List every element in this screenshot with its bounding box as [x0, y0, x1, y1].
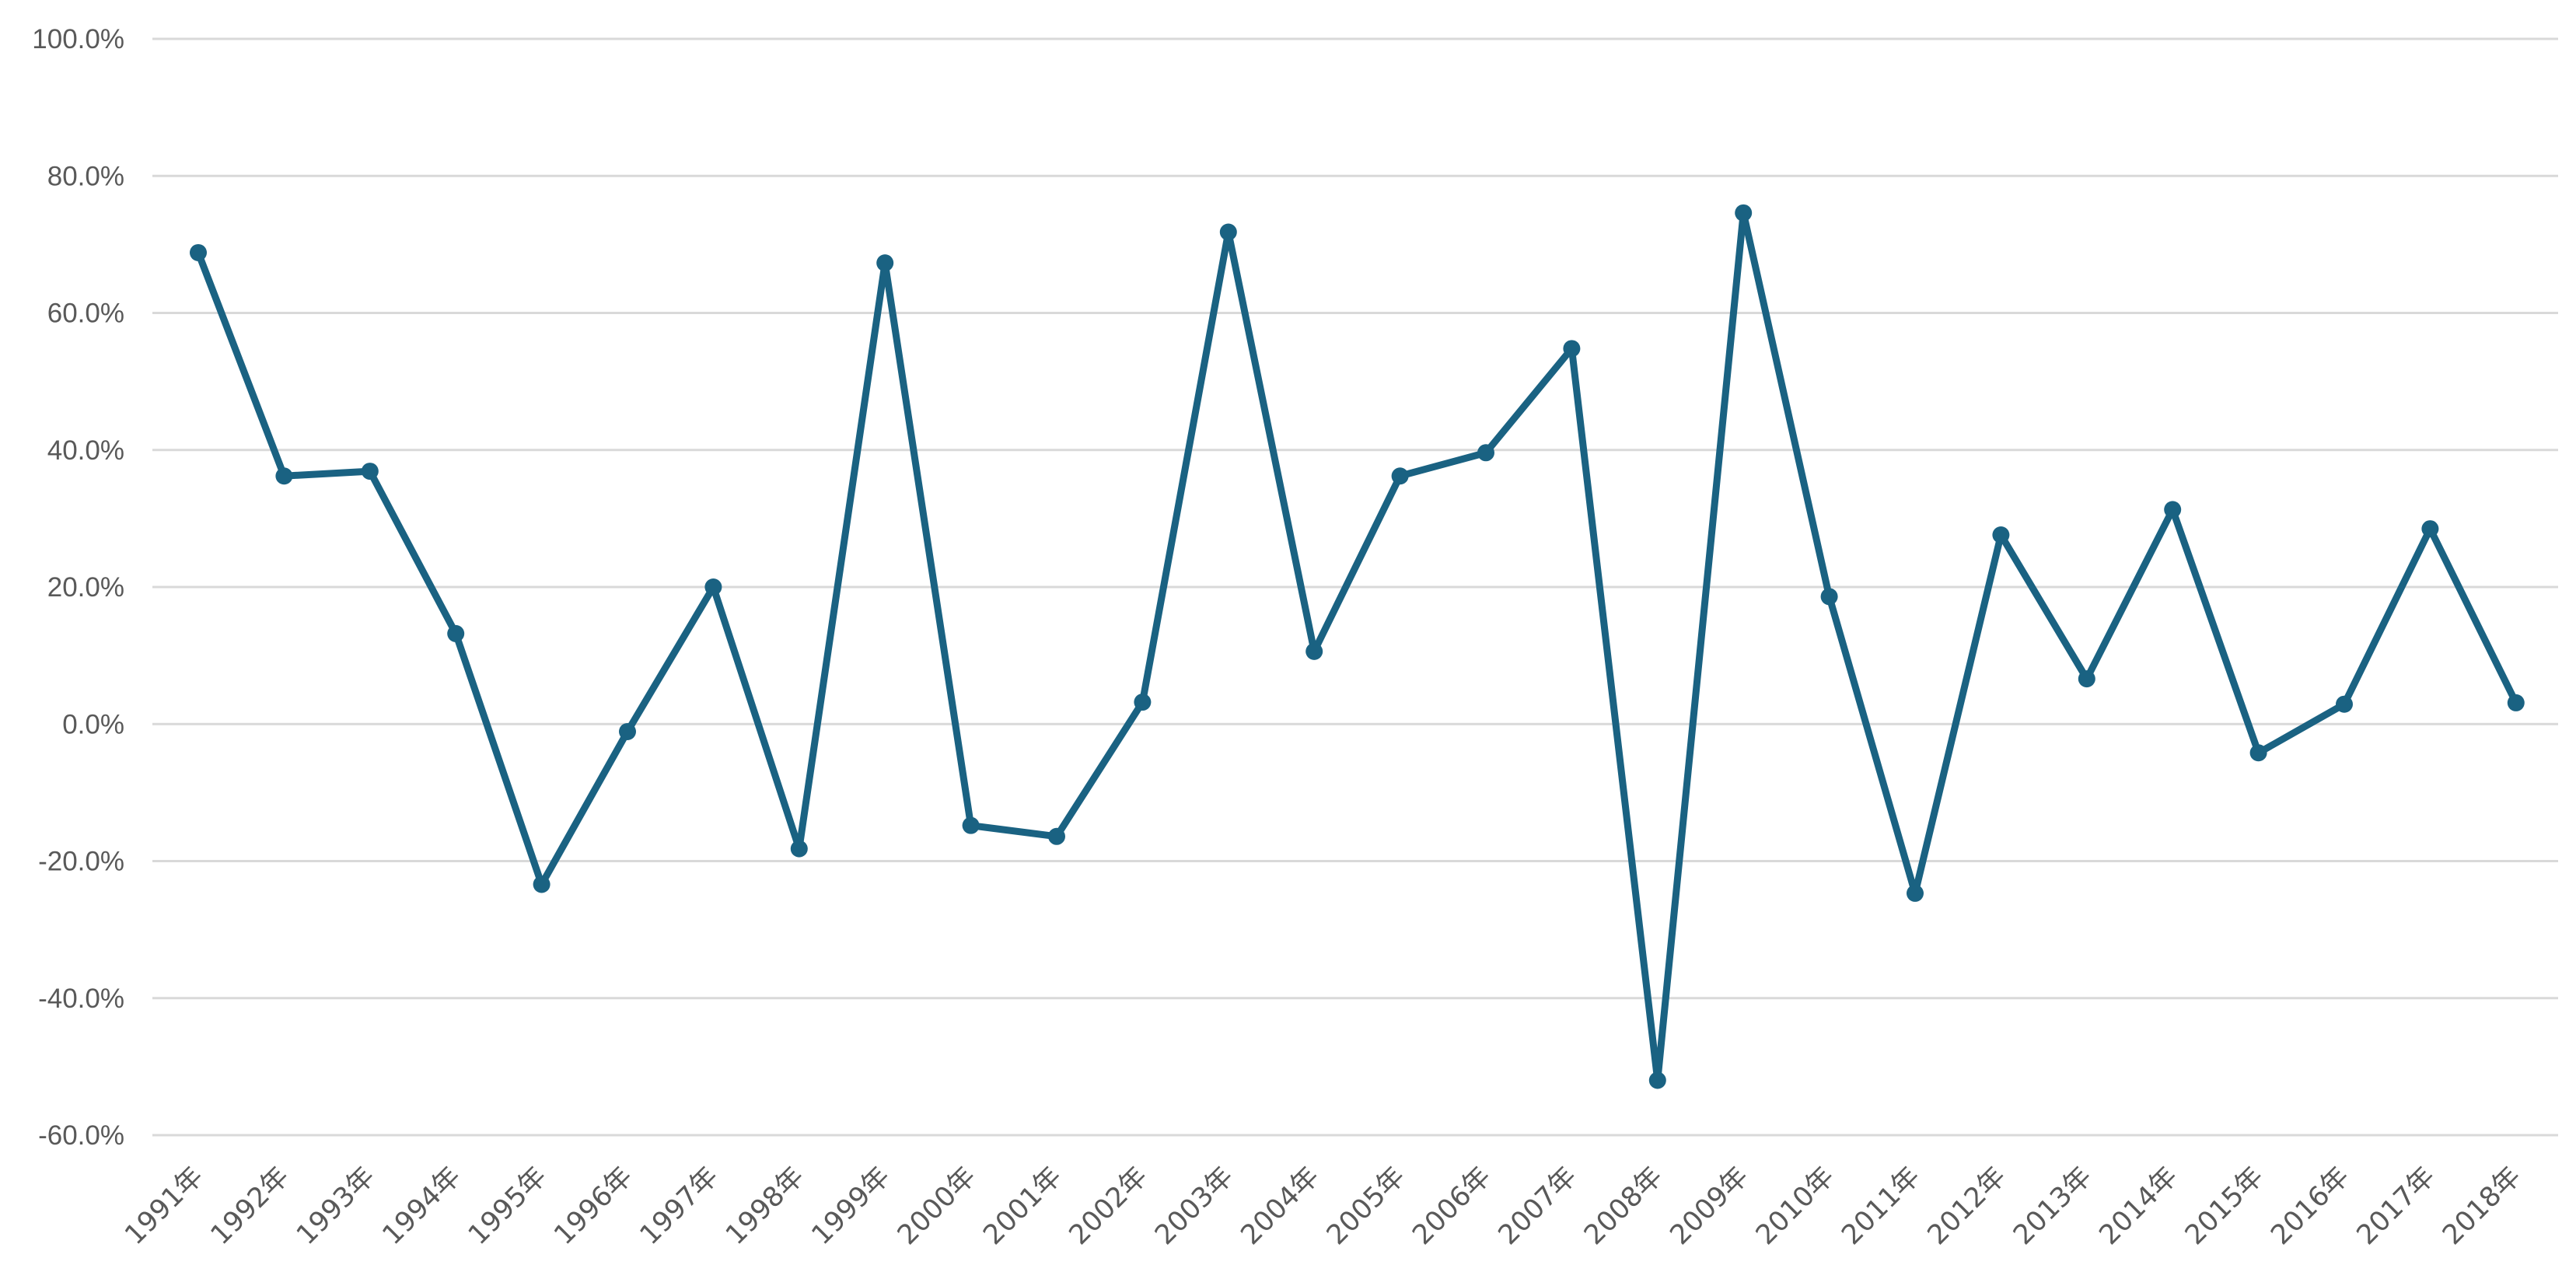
x-tick-label: 2013年	[2008, 1161, 2098, 1251]
data-point	[876, 254, 894, 272]
data-point	[1648, 1071, 1666, 1089]
data-point	[2164, 501, 2182, 519]
y-tick-label: 80.0%	[47, 161, 124, 191]
data-point	[2078, 670, 2095, 688]
data-point	[190, 243, 207, 261]
data-point	[2507, 694, 2525, 711]
y-tick-label: 20.0%	[47, 572, 124, 603]
x-tick-label: 1995年	[463, 1161, 553, 1251]
data-point	[704, 578, 722, 596]
data-point	[533, 875, 551, 893]
data-point	[2336, 695, 2353, 713]
y-tick-label: 0.0%	[62, 709, 124, 739]
x-tick-label: 1994年	[377, 1161, 467, 1251]
x-tick-label: 2001年	[977, 1161, 1068, 1251]
series-layer	[190, 204, 2525, 1089]
x-tick-label: 2014年	[2094, 1161, 2184, 1251]
x-tick-label: 2006年	[1407, 1161, 1497, 1251]
data-point	[361, 463, 379, 480]
data-point	[962, 816, 980, 834]
x-tick-label: 2008年	[1578, 1161, 1669, 1251]
y-tick-label: 100.0%	[32, 24, 124, 54]
x-tick-label: 1991年	[119, 1161, 209, 1251]
x-tick-label: 2003年	[1149, 1161, 1239, 1251]
y-tick-label: -40.0%	[38, 984, 124, 1014]
x-tick-label: 1999年	[806, 1161, 897, 1251]
x-axis-tick-labels: 1991年1992年1993年1994年1995年1996年1997年1998年…	[119, 1161, 2527, 1251]
data-point	[1048, 827, 1065, 845]
data-point	[1907, 884, 1924, 902]
y-tick-label: 40.0%	[47, 435, 124, 466]
y-tick-label: -20.0%	[38, 847, 124, 877]
x-tick-label: 1993年	[291, 1161, 381, 1251]
data-point	[1219, 223, 1237, 241]
data-point	[1391, 467, 1409, 485]
y-tick-label: 60.0%	[47, 299, 124, 329]
x-tick-label: 2010年	[1750, 1161, 1840, 1251]
x-tick-label: 1997年	[634, 1161, 725, 1251]
y-axis-tick-labels: -60.0% -40.0% -20.0% 0.0% 20.0% 40.0% 60.0% 80.…	[32, 24, 124, 1151]
data-point	[1134, 694, 1152, 711]
series-line	[194, 209, 2520, 1084]
data-point	[1563, 340, 1581, 358]
data-point	[1305, 642, 1323, 660]
x-tick-label: 2011年	[1836, 1161, 1926, 1251]
x-tick-label: 2018年	[2437, 1161, 2527, 1251]
x-tick-label: 1996年	[548, 1161, 638, 1251]
x-tick-label: 2004年	[1236, 1161, 1326, 1251]
data-point	[2421, 520, 2439, 538]
data-point	[275, 467, 293, 485]
data-point	[2249, 744, 2267, 762]
x-tick-label: 2005年	[1321, 1161, 1411, 1251]
x-tick-label: 1998年	[720, 1161, 810, 1251]
x-tick-label: 2016年	[2265, 1161, 2355, 1251]
data-point	[1735, 204, 1753, 222]
data-point	[619, 722, 636, 740]
x-tick-label: 2009年	[1665, 1161, 1755, 1251]
x-tick-label: 2007年	[1493, 1161, 1583, 1251]
data-point	[1992, 526, 2010, 544]
x-tick-label: 2012年	[1922, 1161, 2012, 1251]
x-tick-label: 2017年	[2351, 1161, 2441, 1251]
x-tick-label: 2015年	[2179, 1161, 2270, 1251]
data-point	[790, 840, 808, 858]
x-tick-label: 2002年	[1064, 1161, 1154, 1251]
x-tick-label: 1992年	[205, 1161, 295, 1251]
y-tick-label: -60.0%	[38, 1120, 124, 1151]
data-point	[1477, 444, 1494, 462]
data-point	[447, 624, 465, 642]
x-tick-label: 2000年	[892, 1161, 982, 1251]
data-point	[1820, 588, 1838, 606]
